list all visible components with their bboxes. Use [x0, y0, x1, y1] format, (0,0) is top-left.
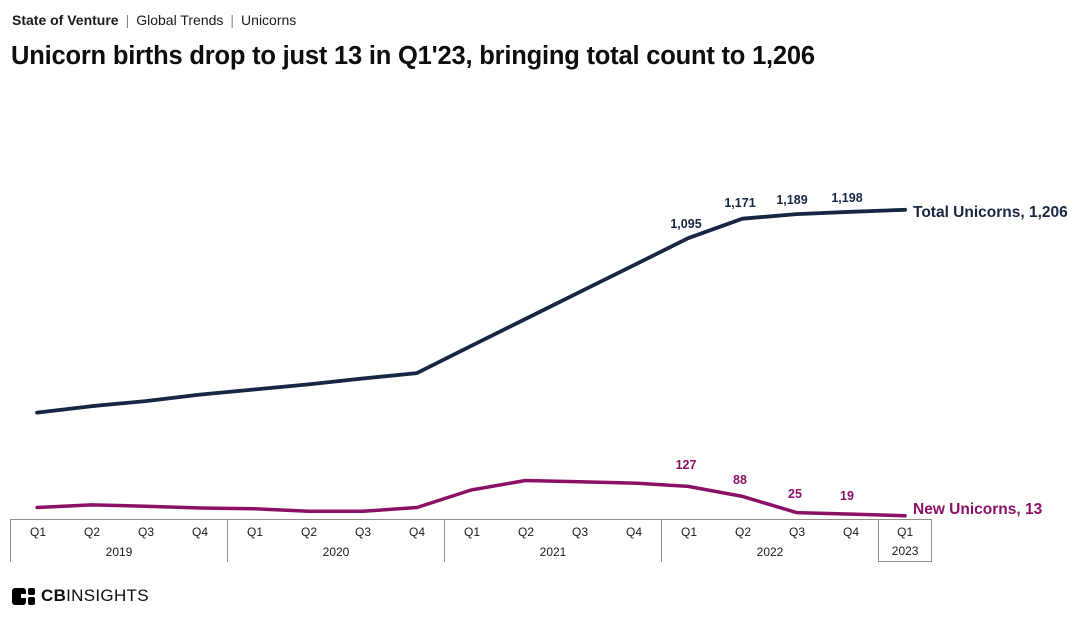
breadcrumb-global-trends: Global Trends — [136, 12, 224, 28]
new-unicorns-end-label: New Unicorns, 13 — [913, 501, 1043, 518]
new-label-q4-2022: 19 — [840, 489, 854, 503]
axis-year-label: 2020 — [322, 545, 350, 559]
axis-year-2023: Q1 2023 — [878, 520, 933, 562]
axis-year-label: 2022 — [756, 545, 784, 559]
axis-quarter-label: Q1 — [680, 525, 697, 539]
axis-quarter-label: Q2 — [734, 525, 751, 539]
breadcrumb: State of Venture | Global Trends | Unicorns — [12, 12, 296, 28]
logo-insights: INSIGHTS — [66, 586, 149, 605]
axis-quarter-label: Q1 — [463, 525, 480, 539]
axis-quarter-label: Q4 — [842, 525, 859, 539]
axis-quarter-label: Q4 — [191, 525, 208, 539]
cbinsights-logo-text: CBINSIGHTS — [41, 586, 149, 606]
total-label-q1-2022: 1,095 — [670, 217, 702, 231]
axis-quarter-label: Q1 — [29, 525, 46, 539]
new-label-q1-2022: 127 — [675, 458, 697, 472]
total-unicorns-end-label: Total Unicorns, 1,206 — [913, 204, 1068, 221]
footer: CBINSIGHTS — [12, 586, 149, 606]
page-title: Unicorn births drop to just 13 in Q1'23,… — [11, 42, 815, 70]
new-label-q3-2022: 25 — [788, 487, 802, 501]
axis-quarter-label: Q4 — [625, 525, 642, 539]
axis-year-2022: Q1 Q2 Q3 Q4 2022 — [661, 520, 878, 562]
total-label-q2-2022: 1,171 — [724, 196, 756, 210]
axis-year-label: 2019 — [105, 545, 133, 559]
new-unicorns-line — [35, 478, 907, 518]
cbinsights-logo-icon — [12, 587, 35, 605]
axis-quarter-label: Q2 — [83, 525, 100, 539]
axis-year-2020: Q1 Q2 Q3 Q4 2020 — [227, 520, 444, 562]
axis-quarter-label: Q2 — [517, 525, 534, 539]
breadcrumb-separator: | — [125, 12, 130, 28]
axis-quarter-label: Q2 — [300, 525, 317, 539]
axis-quarter-label: Q3 — [571, 525, 588, 539]
axis-quarter-label: Q3 — [354, 525, 371, 539]
axis-year-2021: Q1 Q2 Q3 Q4 2021 — [444, 520, 661, 562]
breadcrumb-state-of-venture: State of Venture — [12, 12, 119, 28]
axis-quarter-label: Q3 — [788, 525, 805, 539]
breadcrumb-separator: | — [230, 12, 235, 28]
new-label-q2-2022: 88 — [733, 473, 747, 487]
breadcrumb-unicorns: Unicorns — [241, 12, 297, 28]
axis-quarter-label: Q1 — [897, 525, 914, 539]
axis-quarter-label: Q3 — [137, 525, 154, 539]
total-label-q4-2022: 1,198 — [831, 191, 863, 205]
total-unicorns-line — [35, 207, 907, 415]
axis-year-label: 2023 — [891, 544, 919, 558]
axis-quarter-label: Q4 — [408, 525, 425, 539]
logo-cb: CB — [41, 586, 67, 605]
axis-quarter-label: Q1 — [246, 525, 263, 539]
axis-year-2019: Q1 Q2 Q3 Q4 2019 — [10, 520, 227, 562]
axis-year-label: 2021 — [539, 545, 567, 559]
x-axis: Q1 Q2 Q3 Q4 2019 Q1 Q2 Q3 Q4 2020 Q1 Q2 Q3 Q4 2021 Q1 Q2… — [10, 519, 933, 562]
total-label-q3-2022: 1,189 — [776, 193, 808, 207]
